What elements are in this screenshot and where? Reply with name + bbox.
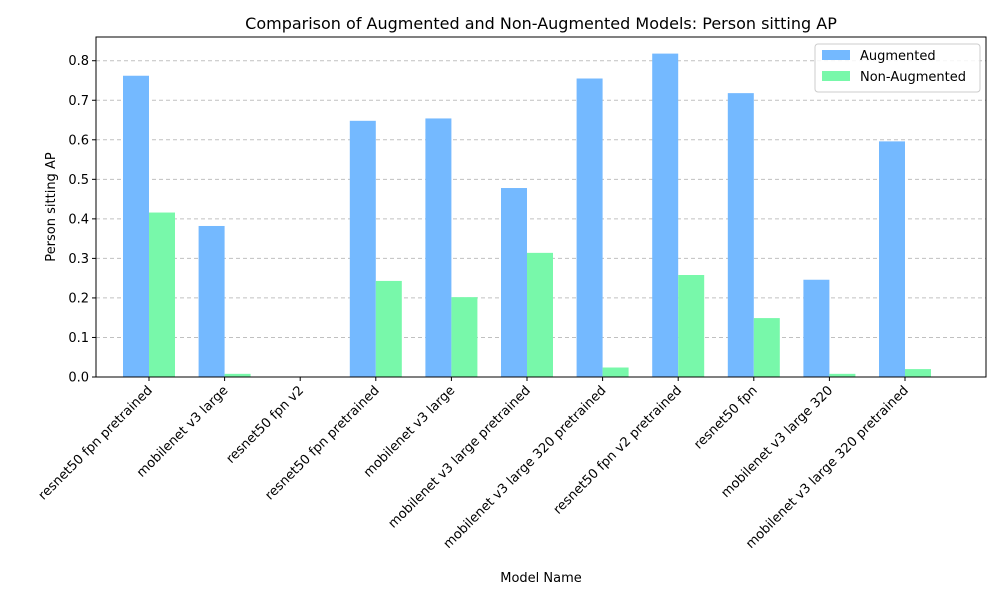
legend-swatch-augmented <box>822 50 850 60</box>
legend-label-augmented: Augmented <box>860 49 936 64</box>
y-tick-label: 0.1 <box>68 331 89 346</box>
y-tick-label: 0.0 <box>68 371 89 386</box>
bar-augmented <box>803 279 830 377</box>
y-tick-label: 0.6 <box>68 133 89 148</box>
legend: Augmented Non-Augmented <box>814 43 981 93</box>
y-tick-label: 0.7 <box>68 94 89 109</box>
y-tick-label: 0.2 <box>68 291 89 306</box>
bar-non-augmented <box>678 275 705 377</box>
bar-non-augmented <box>753 318 780 377</box>
bar-augmented <box>349 120 376 377</box>
y-tick-label: 0.3 <box>68 252 89 267</box>
y-tick-label: 0.4 <box>68 212 89 227</box>
chart-title: Comparison of Augmented and Non-Augmente… <box>245 14 837 33</box>
y-axis: 0.0 0.1 0.2 0.3 0.4 0.5 0.6 0.7 0.8 <box>68 54 96 386</box>
legend-label-non-augmented: Non-Augmented <box>860 70 966 85</box>
bar-augmented <box>425 118 452 377</box>
bar-augmented <box>879 141 905 377</box>
bar-non-augmented <box>224 373 251 377</box>
bar-augmented <box>123 75 149 377</box>
bar-non-augmented <box>451 297 478 377</box>
plot-frame <box>95 36 987 378</box>
y-tick-label: 0.8 <box>68 54 89 69</box>
y-tick-label: 0.5 <box>68 173 89 188</box>
bar-non-augmented <box>602 367 629 377</box>
bar-augmented <box>501 188 527 377</box>
bar-augmented <box>576 78 603 377</box>
bar-non-augmented <box>829 373 856 377</box>
bar-augmented <box>652 53 679 378</box>
bar-non-augmented <box>905 369 931 377</box>
bar-augmented <box>727 93 754 378</box>
x-axis-title: Model Name <box>500 571 582 586</box>
legend-swatch-non-augmented <box>822 71 850 81</box>
legend-box <box>814 43 981 93</box>
y-axis-title: Person sitting AP <box>44 152 59 262</box>
bar-non-augmented <box>527 252 553 377</box>
bar-augmented <box>198 225 225 377</box>
bar-non-augmented <box>375 280 402 377</box>
bars <box>123 53 931 378</box>
bar-non-augmented <box>149 212 175 377</box>
